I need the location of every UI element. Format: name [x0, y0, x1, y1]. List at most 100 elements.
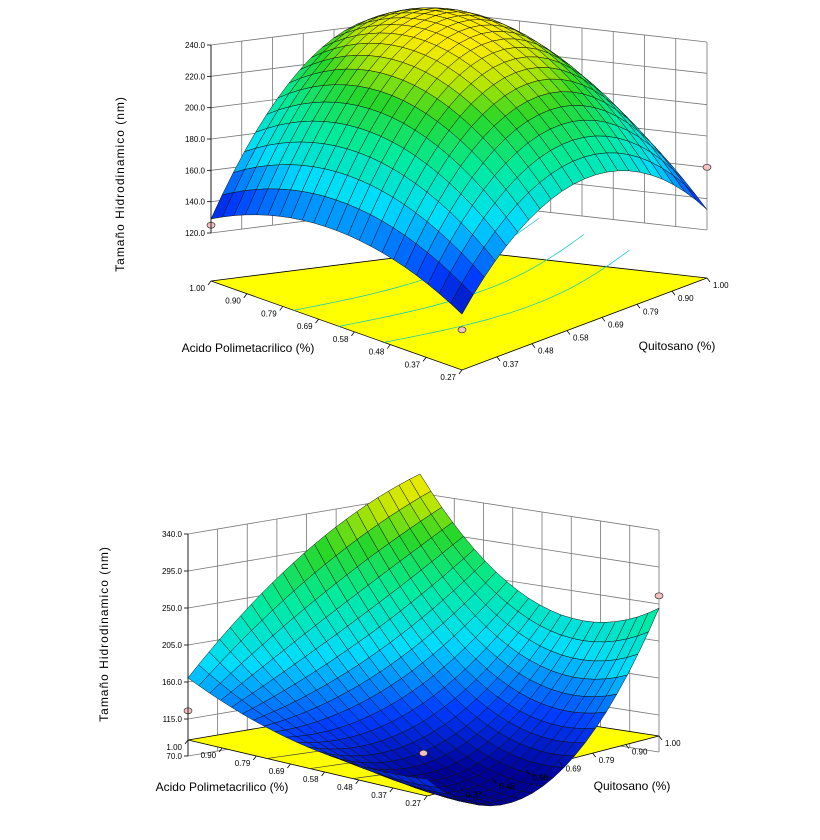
z-axis-label: Tamaño Hidrodinamico (nm)	[113, 96, 127, 272]
y-tick-mark	[706, 277, 711, 283]
x-tick-label: 0.69	[269, 767, 285, 776]
x-tick-label: 1.00	[166, 743, 182, 752]
y-tick-label: 0.48	[538, 347, 554, 356]
z-tick-label: 250.0	[162, 604, 183, 613]
x-tick-mark	[321, 771, 325, 777]
x-tick-mark	[422, 357, 427, 362]
y-tick-label: 0.37	[503, 360, 519, 369]
z-tick-label: 205.0	[162, 641, 183, 650]
y-axis-ticks: 0.37 0.48 0.58 0.69 0.79 0.90 1.00	[459, 735, 681, 799]
y-tick-mark	[526, 770, 530, 775]
z-tick-label: 295.0	[162, 567, 183, 576]
y-tick-mark	[559, 761, 563, 766]
y-tick-label: 0.58	[573, 334, 589, 343]
z-axis-ticks: 120.0 140.0 160.0 180.0 200.0 220.0 240.0	[185, 41, 212, 238]
x-tick-mark	[279, 306, 284, 311]
y-tick-label: 0.69	[566, 765, 582, 774]
x-tick-label: 0.79	[261, 309, 277, 318]
x-tick-mark	[315, 318, 319, 324]
design-point	[654, 592, 664, 600]
x-tick-label: 0.27	[440, 373, 456, 382]
z-tick-label: 240.0	[185, 41, 206, 50]
x-axis-ticks: 1.00 0.90 0.79 0.69 0.58 0.48 0.37 0.27	[166, 739, 428, 808]
z-tick-label: 340.0	[162, 530, 183, 539]
z-tick-label: 160.0	[162, 678, 183, 687]
y-tick-mark	[658, 735, 663, 741]
x-tick-label: 0.90	[225, 297, 241, 306]
surface-facet	[450, 282, 474, 315]
x-tick-mark	[355, 779, 360, 785]
contour-line	[338, 234, 585, 327]
surface-facet	[684, 184, 708, 210]
x-tick-mark	[218, 747, 223, 753]
y-axis-label: Quitosano (%)	[639, 339, 716, 353]
y-tick-label: 0.90	[678, 294, 694, 303]
y-tick-label: 0.69	[608, 320, 624, 329]
x-tick-label: 0.27	[405, 799, 421, 808]
y-tick-label: 1.00	[713, 281, 729, 290]
x-tick-mark	[184, 739, 189, 745]
y-tick-mark	[625, 744, 630, 749]
y-axis-label: Quitosano (%)	[594, 779, 671, 793]
x-tick-label: 0.48	[337, 783, 353, 792]
surface-facet	[415, 777, 439, 788]
y-tick-mark	[566, 330, 571, 335]
y-tick-label: 0.79	[643, 307, 659, 316]
x-tick-label: 1.00	[189, 284, 205, 293]
x-tick-label: 0.79	[235, 759, 251, 768]
y-tick-mark	[636, 304, 641, 309]
x-tick-mark	[252, 755, 257, 761]
x-tick-mark	[423, 795, 428, 801]
y-tick-label: 0.48	[499, 782, 515, 791]
x-tick-label: 0.58	[303, 775, 319, 784]
z-tick-label: 140.0	[185, 198, 206, 207]
x-tick-mark	[458, 369, 463, 375]
y-tick-label: 0.58	[532, 773, 548, 782]
x-tick-label: 0.58	[333, 335, 349, 344]
x-axis-label: Acido Polimetacrilico (%)	[156, 780, 289, 794]
surface-plot-1: 120.0 140.0 160.0 180.0 200.0 220.0 240.0 1.00…	[113, 7, 729, 382]
response-surface	[187, 473, 660, 807]
design-point	[457, 326, 467, 334]
x-tick-label: 0.90	[201, 751, 217, 760]
z-tick-label: 160.0	[185, 166, 206, 175]
x-tick-label: 0.69	[297, 322, 313, 331]
y-tick-mark	[459, 787, 464, 792]
z-tick-label: 120.0	[185, 229, 206, 238]
z-tick-label: 70.0	[166, 752, 182, 761]
z-axis-label: Tamaño Hidrodinamico (nm)	[97, 546, 111, 722]
z-tick-label: 115.0	[163, 715, 183, 724]
y-tick-mark	[496, 356, 501, 362]
x-tick-label: 0.37	[405, 360, 421, 369]
x-axis-ticks: 1.00 0.90 0.79 0.69 0.58 0.48 0.37 0.27	[189, 280, 463, 382]
y-tick-mark	[592, 752, 597, 758]
z-tick-label: 220.0	[185, 72, 206, 81]
z-tick-label: 180.0	[185, 135, 206, 144]
x-axis-label: Acido Polimetacrilico (%)	[182, 341, 315, 355]
y-tick-label: 0.90	[632, 748, 648, 757]
y-tick-mark	[601, 317, 606, 322]
y-tick-label: 1.00	[665, 739, 681, 748]
z-tick-label: 200.0	[185, 104, 206, 113]
x-tick-label: 0.48	[369, 348, 385, 357]
y-tick-mark	[671, 290, 676, 296]
x-tick-mark	[207, 280, 212, 286]
y-tick-label: 0.79	[599, 756, 615, 765]
x-tick-mark	[389, 787, 394, 793]
y-tick-label: 0.37	[466, 790, 482, 799]
response-surface	[210, 7, 708, 315]
y-axis-ticks: 0.37 0.48 0.58 0.69 0.79 0.90 1.00	[496, 277, 729, 369]
contour-line	[384, 250, 630, 343]
design-point	[702, 163, 712, 171]
y-tick-mark	[492, 778, 497, 784]
x-tick-mark	[287, 763, 291, 769]
x-tick-mark	[351, 331, 355, 337]
design-point	[419, 749, 428, 757]
x-tick-label: 0.37	[371, 791, 387, 800]
z-axis-ticks: 70.0 115.0 160.0 205.0 250.0 295.0 340.0	[162, 530, 189, 761]
y-tick-mark	[531, 343, 536, 348]
x-tick-mark	[243, 293, 248, 298]
x-tick-mark	[386, 344, 391, 349]
